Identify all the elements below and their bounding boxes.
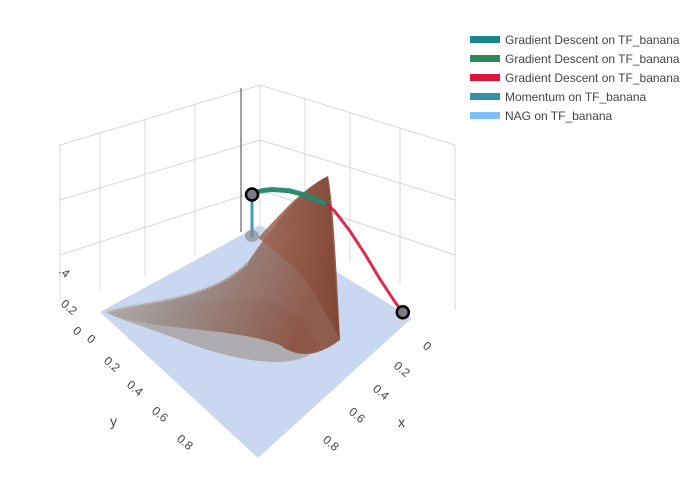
legend-item[interactable]: Momentum on TF_banana [470, 90, 647, 104]
legend-label: NAG on TF_banana [505, 109, 613, 123]
trajectory-line [250, 188, 329, 206]
x-axis-title: x [398, 414, 405, 430]
z-tick-label: 0 [70, 324, 84, 339]
legend[interactable]: Gradient Descent on TF_banana Gradient De… [470, 33, 680, 123]
surface [105, 176, 340, 362]
legend-item[interactable]: NAG on TF_banana [470, 109, 613, 123]
legend-item[interactable]: Gradient Descent on TF_banana [470, 52, 680, 66]
y-tick-label: 0.6 [149, 404, 171, 426]
x-tick-label: 0.6 [346, 405, 368, 427]
y-tick-label: 0.8 [174, 432, 196, 454]
legend-label: Gradient Descent on TF_banana [505, 52, 680, 66]
y-tick-label: 0.2 [101, 354, 123, 376]
y-tick-label: 0.4 [124, 378, 146, 400]
legend-label: Gradient Descent on TF_banana [505, 71, 680, 85]
grid-line [59, 189, 261, 256]
legend-item[interactable]: Gradient Descent on TF_banana [470, 71, 680, 85]
x-tick-label: 0.4 [370, 382, 392, 404]
grid-line [59, 139, 261, 201]
legend-item[interactable]: Gradient Descent on TF_banana [470, 33, 680, 47]
surface-ridge [258, 176, 340, 340]
z-tick-label: .4 [56, 264, 73, 281]
marker-layer [244, 187, 411, 320]
legend-label: Momentum on TF_banana [505, 90, 647, 104]
x-tick-label: 0.2 [391, 359, 413, 381]
legend-swatch [470, 112, 500, 119]
grid-line [259, 139, 456, 201]
scene-grid [59, 84, 456, 310]
y-axis-title: y [110, 413, 117, 429]
x-tick-label: 0 [420, 339, 434, 354]
trajectory-line [325, 202, 405, 314]
x-tick-label: 0.8 [320, 433, 342, 455]
legend-swatch [470, 93, 500, 100]
legend-label: Gradient Descent on TF_banana [505, 33, 680, 47]
grid-line [259, 84, 456, 146]
z-axis-ticks: 0 0.2 .4 [56, 264, 84, 339]
floor-marker [245, 229, 259, 242]
surface-edge [105, 260, 250, 314]
end-marker [395, 304, 411, 320]
legend-swatch [470, 55, 500, 62]
legend-swatch [470, 74, 500, 81]
start-marker [244, 187, 260, 202]
y-tick-label: 0 [84, 332, 98, 347]
grid-line [59, 84, 261, 146]
legend-swatch [470, 36, 500, 43]
z-tick-label: 0.2 [58, 297, 80, 319]
grid-line [259, 189, 456, 256]
